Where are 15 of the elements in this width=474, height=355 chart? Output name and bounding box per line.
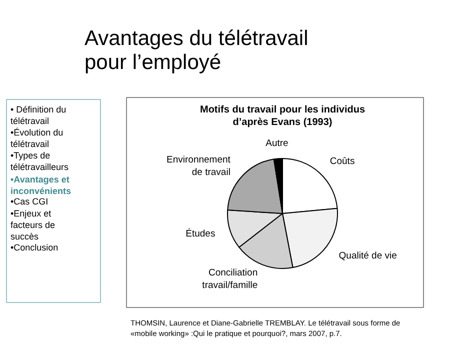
slice-label: Environnement de travail	[166, 154, 231, 178]
text: •Types de télétravailleurs	[10, 150, 70, 172]
slice-label: Autre	[266, 138, 288, 149]
slice-label: Conciliation travail/famille	[202, 268, 258, 292]
slice-label: Études	[186, 228, 216, 240]
text: •Avantages et inconvénients	[10, 174, 72, 196]
chart-title: Motifs du travail pour les individus d’après Evans (1993)	[200, 104, 366, 128]
text: •Conclusion	[10, 242, 58, 252]
text: • Définition du télétravail	[10, 104, 66, 126]
text: •Cas CGI	[10, 196, 48, 206]
slice-label: Coûts	[330, 156, 355, 167]
text: •Enjeux et facteurs de succès	[10, 208, 56, 242]
text: Avantages du télétravail pour l’employé	[84, 26, 308, 74]
text: •Évolution du télétravail	[10, 128, 64, 149]
slice-label: Qualité de vie	[338, 250, 397, 262]
